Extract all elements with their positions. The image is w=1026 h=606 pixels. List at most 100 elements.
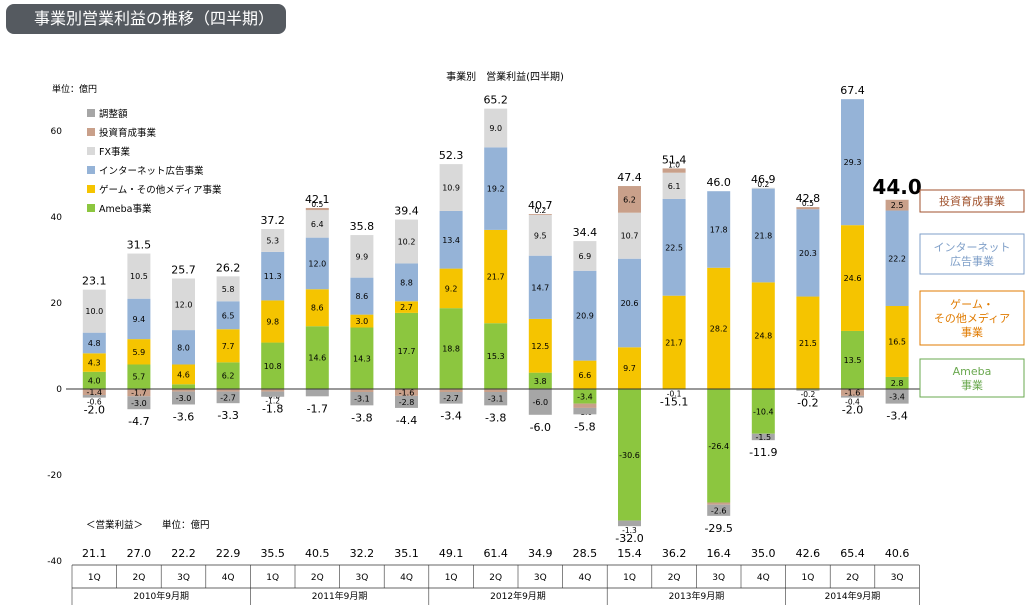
segment-label: 9.5 bbox=[534, 231, 547, 240]
segment-label: 10.7 bbox=[621, 232, 639, 241]
bar-segment bbox=[350, 392, 374, 406]
segment-label: 0.5 bbox=[802, 199, 814, 208]
segment-label: 0.5 bbox=[311, 200, 323, 209]
segment-label: -2.8 bbox=[399, 398, 415, 407]
segment-label: -3.0 bbox=[131, 399, 147, 408]
bar-segment bbox=[127, 298, 151, 340]
bar-segment bbox=[885, 306, 909, 377]
period-label: 2011年9月期 bbox=[312, 590, 368, 602]
operating-profit-value: 21.1 bbox=[82, 547, 107, 560]
legend-swatch bbox=[87, 166, 95, 174]
segment-label: 22.5 bbox=[665, 243, 683, 252]
bar-segment bbox=[528, 213, 552, 215]
segment-label: 9.9 bbox=[356, 252, 369, 261]
callout-label: 投資育成事業 bbox=[939, 194, 1005, 208]
total-negative-label: -3.4 bbox=[440, 410, 461, 423]
bar-segment bbox=[573, 241, 597, 271]
x-tick-label: 3Q bbox=[355, 573, 368, 583]
y-tick-label: 40 bbox=[51, 213, 63, 223]
operating-profit-value: 35.1 bbox=[394, 547, 419, 560]
operating-profit-value: 27.0 bbox=[127, 547, 152, 560]
total-negative-label: -2.0 bbox=[84, 404, 105, 417]
bar-segment bbox=[261, 300, 285, 343]
callout-label: 広告事業 bbox=[950, 255, 994, 268]
bar-segment bbox=[841, 99, 864, 226]
segment-label: 10.0 bbox=[85, 307, 103, 316]
segment-label: 14.6 bbox=[308, 354, 326, 363]
bar-segment bbox=[395, 219, 418, 264]
segment-label: 18.8 bbox=[442, 345, 460, 354]
segment-label: 28.2 bbox=[710, 324, 728, 333]
callout-label: ゲーム・ bbox=[950, 298, 994, 311]
bar-segment bbox=[216, 389, 240, 392]
legend-swatch bbox=[87, 128, 95, 136]
legend-swatch bbox=[87, 109, 95, 117]
total-positive-label: 44.0 bbox=[872, 175, 921, 199]
bar-segment bbox=[484, 229, 508, 324]
segment-label: 13.5 bbox=[844, 356, 862, 365]
x-tick-label: 4Q bbox=[578, 573, 591, 583]
segment-label: 6.6 bbox=[579, 371, 592, 380]
x-tick-label: 1Q bbox=[445, 573, 458, 583]
callout-box bbox=[919, 189, 1025, 213]
operating-profit-value: 49.1 bbox=[439, 547, 464, 560]
bar-segment bbox=[395, 301, 418, 313]
segment-label: -1.6 bbox=[845, 388, 861, 397]
total-negative-label: -3.3 bbox=[217, 409, 238, 422]
bar-segment bbox=[82, 332, 106, 354]
operating-profit-value: 15.4 bbox=[617, 547, 642, 560]
operating-profit-caption: ＜営業利益＞ 単位：億円 bbox=[86, 519, 210, 531]
total-negative-label: -3.6 bbox=[173, 410, 194, 423]
bar-segment bbox=[439, 308, 463, 389]
segment-label: 10.9 bbox=[442, 184, 460, 193]
bar-segment bbox=[82, 371, 106, 389]
operating-profit-value: 42.6 bbox=[796, 547, 821, 560]
bar-segment bbox=[573, 270, 597, 361]
operating-profit-value: 35.0 bbox=[751, 547, 776, 560]
bar-segment bbox=[216, 276, 240, 302]
total-positive-label: 31.5 bbox=[127, 239, 152, 252]
total-positive-label: 40.7 bbox=[528, 199, 553, 212]
segment-label: -0.1 bbox=[667, 389, 682, 398]
callout-label: 事業 bbox=[961, 326, 983, 339]
segment-label: 6.2 bbox=[222, 372, 235, 381]
segment-label: -10.4 bbox=[753, 407, 774, 416]
segment-label: -1.5 bbox=[755, 433, 771, 442]
bar-segment bbox=[172, 384, 195, 389]
total-positive-label: 35.8 bbox=[350, 220, 375, 233]
segment-label: -3.0 bbox=[176, 394, 192, 403]
bar-segment bbox=[127, 396, 151, 410]
segment-label: 9.0 bbox=[489, 124, 502, 133]
segment-label: 24.6 bbox=[844, 274, 862, 283]
bar-segment bbox=[885, 389, 909, 404]
bar-segment bbox=[82, 389, 106, 396]
operating-profit-value: 65.4 bbox=[840, 547, 865, 560]
segment-label: -2.7 bbox=[220, 393, 236, 402]
total-negative-label: -0.2 bbox=[797, 397, 818, 410]
bar-segment bbox=[528, 214, 552, 256]
bar-segment bbox=[707, 504, 731, 516]
segment-label: -3.1 bbox=[488, 395, 504, 404]
bar-segment bbox=[305, 210, 329, 238]
segment-label: 17.8 bbox=[710, 225, 728, 234]
total-negative-label: -6.0 bbox=[530, 421, 551, 434]
segment-label: 12.5 bbox=[531, 342, 549, 351]
segment-label: 12.0 bbox=[175, 300, 193, 309]
total-positive-label: 25.7 bbox=[171, 263, 196, 276]
segment-label: 21.5 bbox=[799, 339, 817, 348]
operating-profit-value: 36.2 bbox=[662, 547, 687, 560]
bar-segment bbox=[350, 277, 374, 315]
segment-label: 24.8 bbox=[754, 332, 772, 341]
bar-segment bbox=[662, 198, 686, 296]
bar-segment bbox=[618, 186, 641, 213]
total-negative-label: -4.4 bbox=[396, 414, 417, 427]
bar-segment bbox=[127, 364, 151, 389]
segment-label: -1.7 bbox=[131, 389, 147, 398]
bar-segment bbox=[662, 295, 686, 389]
operating-profit-value: 22.2 bbox=[171, 547, 196, 560]
operating-profit-value: 16.4 bbox=[706, 547, 731, 560]
legend-label: Ameba事業 bbox=[99, 203, 152, 215]
legend-swatch bbox=[87, 147, 95, 155]
callout-box bbox=[919, 290, 1025, 346]
